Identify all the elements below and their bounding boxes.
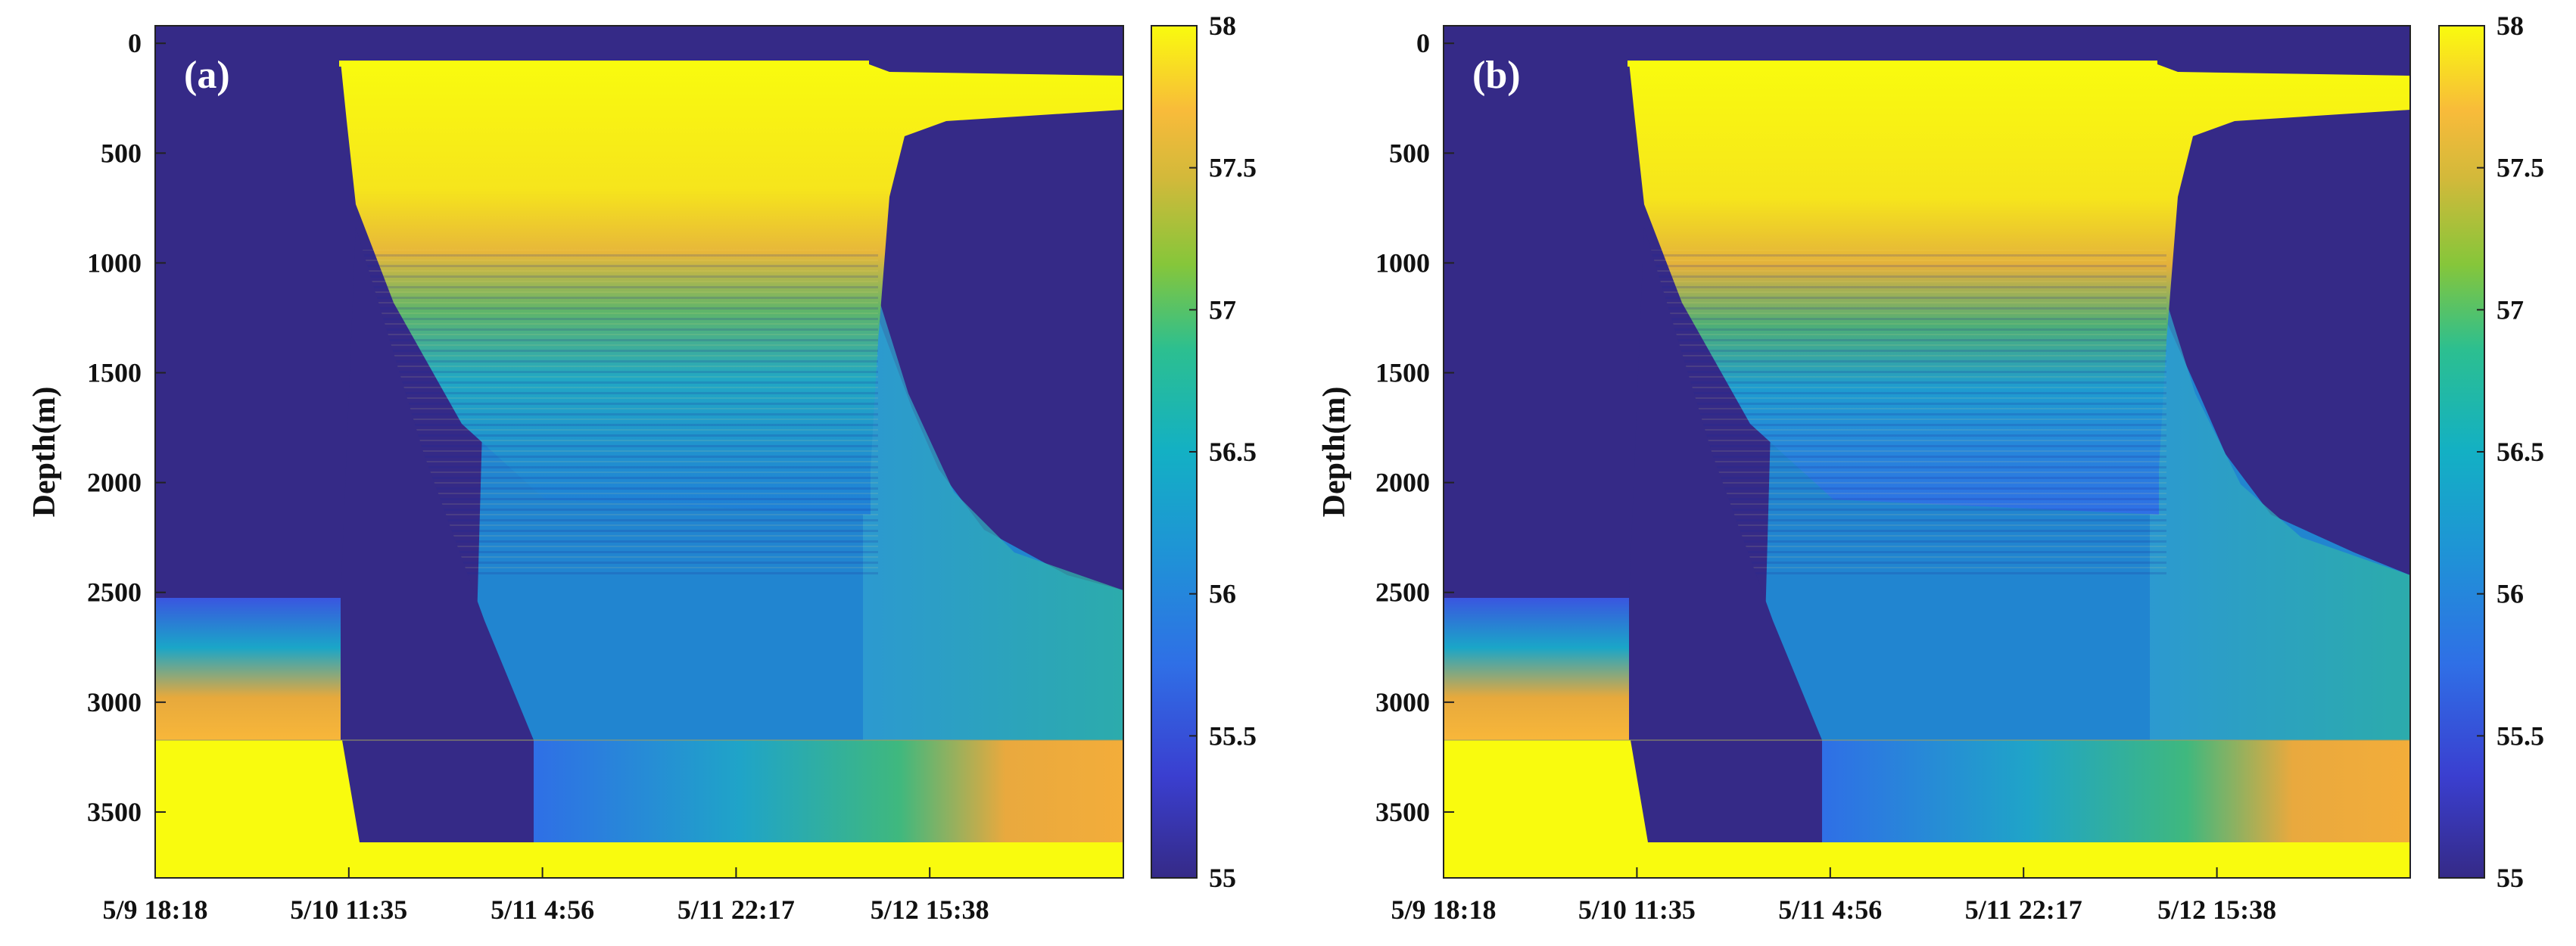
heatmap-b-deep-block bbox=[1444, 740, 2410, 878]
colorbar-b-ticks: 58 57.5 57 56.5 56 55.5 55 bbox=[2477, 11, 2544, 893]
x-tick-label: 5/11 4:56 bbox=[1778, 895, 1882, 925]
colorbar-tick-label: 58 bbox=[1209, 11, 1236, 41]
heatmap-b-left-deep-layer bbox=[1444, 598, 1629, 740]
x-tick-label: 5/12 15:38 bbox=[2157, 895, 2276, 925]
colorbar-tick-label: 56 bbox=[2497, 579, 2524, 609]
heatmap-b bbox=[1444, 26, 2410, 878]
colorbar-tick-label: 57.5 bbox=[1209, 153, 1257, 183]
y-tick-label: 2000 bbox=[87, 468, 142, 498]
colorbar-a-ticks: 58 57.5 57 56.5 56 55.5 55 bbox=[1189, 11, 1257, 893]
x-tick-label: 5/11 4:56 bbox=[491, 895, 594, 925]
heatmap-a-left-deep-layer bbox=[155, 598, 341, 740]
y-tick-label: 500 bbox=[101, 138, 142, 168]
x-axis-b: 5/9 18:18 5/10 11:35 5/11 4:56 5/11 22:17 5/… bbox=[1391, 867, 2276, 925]
x-tick-label: 5/9 18:18 bbox=[103, 895, 208, 925]
y-tick-label: 2500 bbox=[1375, 577, 1430, 608]
heatmap-a-right-fringe bbox=[863, 272, 1123, 740]
y-tick-label: 2000 bbox=[1375, 468, 1430, 498]
heatmap-a-deep-block bbox=[155, 740, 1123, 878]
y-tick-label: 1000 bbox=[87, 247, 142, 278]
y-tick-label: 0 bbox=[128, 28, 142, 58]
x-tick-label: 5/10 11:35 bbox=[290, 895, 407, 925]
heatmap-a-bottom-band bbox=[534, 740, 1123, 842]
y-tick-label: 1500 bbox=[87, 358, 142, 388]
colorbar-tick-label: 56.5 bbox=[1209, 437, 1257, 467]
heatmap-a-cold-wedge bbox=[341, 227, 534, 740]
y-axis-b: 0 500 1000 1500 2000 2500 3000 3500 bbox=[1375, 28, 1454, 827]
panel-label-b: (b) bbox=[1472, 54, 1521, 97]
heatmap-a-top-slab bbox=[339, 61, 869, 67]
y-tick-label: 500 bbox=[1389, 138, 1430, 168]
axes-a-frame bbox=[154, 25, 1124, 879]
y-tick-label: 3000 bbox=[1375, 687, 1430, 717]
colorbar-tick-label: 55 bbox=[1209, 863, 1236, 893]
heatmap-a bbox=[155, 26, 1123, 878]
y-axis-a: 0 500 1000 1500 2000 2500 3000 3500 bbox=[87, 28, 166, 827]
y-axis-label-a: Depth(m) bbox=[27, 387, 62, 518]
y-tick-label: 0 bbox=[1416, 28, 1430, 58]
colorbar-tick-label: 55 bbox=[2497, 863, 2524, 893]
heatmap-b-top-slab bbox=[1628, 61, 2157, 67]
colorbar-tick-label: 56.5 bbox=[2497, 437, 2544, 467]
heatmap-b-cold-wedge bbox=[1629, 227, 1822, 740]
colorbar-tick-label: 55.5 bbox=[2497, 720, 2544, 751]
y-axis-label-b: Depth(m) bbox=[1317, 387, 1352, 518]
x-tick-label: 5/12 15:38 bbox=[871, 895, 989, 925]
axes-b-frame bbox=[1443, 25, 2411, 879]
colorbar-tick-label: 55.5 bbox=[1209, 720, 1257, 751]
heatmap-b-right-fringe bbox=[2150, 272, 2410, 740]
x-tick-label: 5/9 18:18 bbox=[1391, 895, 1497, 925]
y-tick-label: 2500 bbox=[87, 577, 142, 608]
x-tick-label: 5/10 11:35 bbox=[1578, 895, 1696, 925]
colorbar-tick-label: 58 bbox=[2497, 11, 2524, 41]
colorbar-tick-label: 57 bbox=[1209, 294, 1236, 325]
colorbar-tick-label: 57.5 bbox=[2497, 153, 2544, 183]
heatmap-b-bottom-band bbox=[1822, 740, 2410, 842]
x-axis-a: 5/9 18:18 5/10 11:35 5/11 4:56 5/11 22:17 5/… bbox=[103, 867, 989, 925]
x-tick-label: 5/11 22:17 bbox=[1965, 895, 2082, 925]
x-tick-label: 5/11 22:17 bbox=[677, 895, 795, 925]
colorbar-tick-label: 57 bbox=[2497, 294, 2524, 325]
colorbar-tick-label: 56 bbox=[1209, 579, 1236, 609]
panel-label-a: (a) bbox=[184, 54, 230, 97]
y-tick-label: 1000 bbox=[1375, 247, 1430, 278]
y-tick-label: 3000 bbox=[87, 687, 142, 717]
y-tick-label: 3500 bbox=[1375, 797, 1430, 827]
y-tick-label: 1500 bbox=[1375, 358, 1430, 388]
y-tick-label: 3500 bbox=[87, 797, 142, 827]
